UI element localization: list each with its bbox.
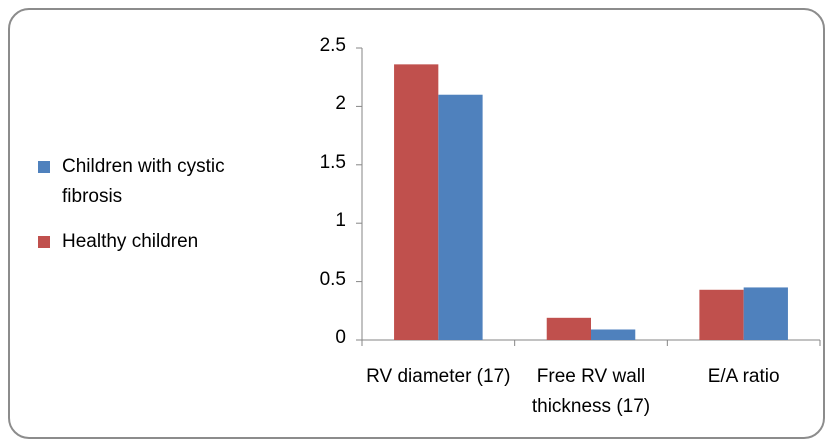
y-tick-label: 0 [335,327,346,348]
chart-border [8,8,825,439]
bar [743,287,788,340]
legend-swatch [38,236,50,248]
legend-swatch [38,161,50,173]
bar [546,317,591,340]
legend-entry: Children with cystic fibrosis [38,152,277,212]
y-tick-label: 2 [335,93,346,115]
legend-entry: Healthy children [38,227,277,257]
y-tick-label: 1.5 [319,151,346,173]
bar [394,64,439,341]
y-tick-label: 1 [335,210,346,232]
x-tick-label: E/A ratio [707,366,780,387]
bar [438,94,483,340]
bar [591,329,636,340]
y-tick-label: 2.5 [319,35,346,56]
x-tick-label: RV diameter (17) [366,366,511,387]
y-tick-label: 0.5 [319,268,346,290]
bar [699,289,744,340]
x-tick-label: Free RV wall thickness (17) [531,366,651,417]
